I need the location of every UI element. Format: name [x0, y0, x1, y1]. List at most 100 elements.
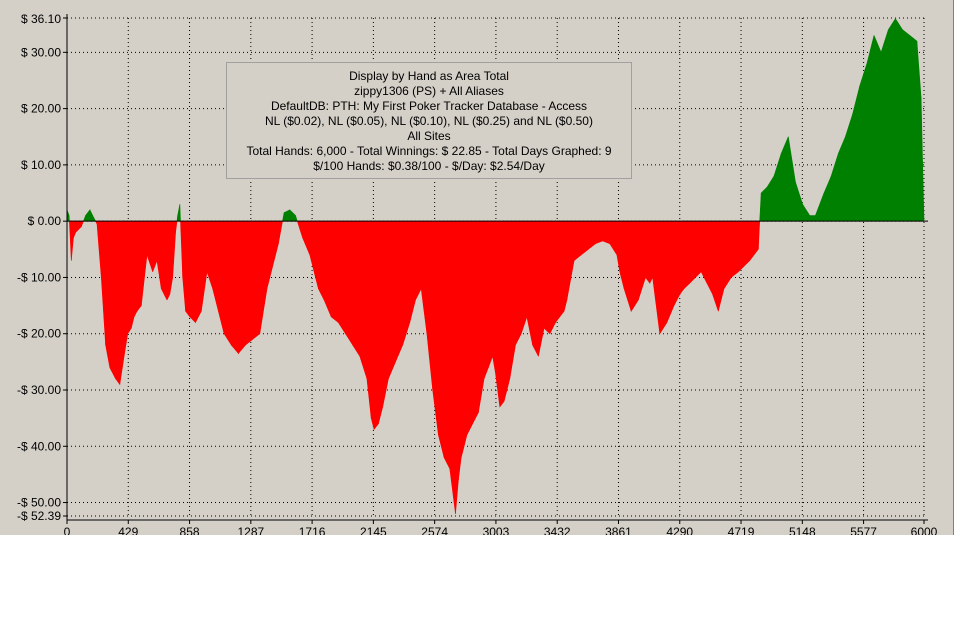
y-tick-label: -$ 20.00 — [17, 327, 61, 341]
area-negative-segment — [495, 220, 501, 407]
area-negative-segment — [382, 220, 389, 407]
area-positive-segment — [787, 136, 796, 222]
area-positive-segment — [845, 114, 853, 222]
area-negative-segment — [109, 220, 116, 379]
area-positive-segment — [837, 136, 846, 222]
area-negative-segment — [420, 220, 428, 334]
area-negative-segment — [520, 220, 528, 334]
area-negative-segment — [189, 220, 196, 324]
area-negative-segment — [706, 220, 713, 295]
info-line-rates: $/100 Hands: $0.38/100 - $/Day: $2.54/Da… — [313, 159, 545, 173]
area-negative-segment — [146, 220, 153, 272]
y-tick-label: -$ 10.00 — [17, 270, 61, 284]
x-tick-label: 6000 — [911, 525, 938, 535]
area-negative-segment — [395, 220, 404, 363]
area-negative-segment — [595, 220, 603, 245]
area-negative-segment — [549, 220, 556, 334]
area-negative-segment — [526, 220, 533, 346]
info-box: Display by Hand as Area Total zippy1306 … — [226, 62, 632, 179]
area-positive-segment — [916, 41, 922, 222]
area-positive-segment — [873, 35, 882, 222]
area-positive-segment — [795, 181, 803, 222]
x-tick-label: 2145 — [360, 525, 387, 535]
area-negative-segment — [101, 220, 106, 346]
area-negative-segment — [488, 220, 493, 368]
area-negative-segment — [252, 220, 261, 340]
area-negative-segment — [602, 220, 611, 245]
area-negative-segment — [119, 220, 125, 385]
area-negative-segment — [757, 220, 761, 250]
area-negative-segment — [218, 220, 225, 334]
area-negative-segment — [753, 220, 759, 256]
label-layer: $ 36.10 $ 30.00 $ 20.00 $ 10.00 $ 0.00 -$ 10.… — [17, 12, 938, 535]
area-positive-segment — [887, 17, 896, 222]
area-layer — [66, 17, 925, 514]
area-negative-segment — [156, 220, 162, 289]
area-positive-segment — [760, 186, 768, 222]
area-negative-segment — [131, 220, 135, 329]
area-negative-segment — [266, 220, 274, 289]
area-negative-segment — [499, 220, 505, 408]
area-negative-segment — [700, 220, 708, 284]
area-negative-segment — [402, 220, 411, 346]
y-tick-label: $ 36.10 — [21, 12, 61, 26]
area-positive-segment — [85, 209, 91, 222]
info-line-sites: All Sites — [407, 129, 451, 143]
area-negative-segment — [426, 220, 434, 391]
info-line-database: DefaultDB: PTH: My First Poker Tracker D… — [270, 99, 588, 113]
x-tick-label: 5148 — [789, 525, 816, 535]
area-negative-segment — [123, 220, 128, 357]
area-negative-segment — [105, 220, 111, 368]
area-negative-segment — [737, 220, 745, 273]
area-negative-segment — [458, 220, 462, 481]
area-negative-segment — [359, 220, 368, 379]
area-positive-segment — [815, 192, 825, 222]
x-tick-label: 3432 — [544, 525, 571, 535]
area-negative-segment — [172, 220, 176, 278]
area-positive-segment — [89, 209, 95, 222]
area-negative-segment — [378, 220, 384, 424]
area-negative-segment — [136, 220, 142, 313]
area-negative-segment — [352, 220, 361, 358]
area-negative-segment — [717, 220, 725, 312]
area-negative-segment — [449, 220, 456, 514]
area-negative-segment — [238, 220, 246, 355]
area-negative-segment — [330, 220, 339, 324]
area-negative-segment — [96, 220, 102, 278]
y-tick-label: -$ 30.00 — [17, 383, 61, 397]
area-negative-segment — [743, 220, 751, 267]
area-negative-segment — [345, 220, 354, 347]
area-negative-segment — [515, 220, 522, 346]
area-negative-segment — [81, 220, 84, 227]
area-positive-segment — [866, 35, 875, 222]
area-negative-segment — [169, 220, 173, 295]
area-negative-segment — [443, 220, 451, 469]
x-tick-label: 2574 — [421, 525, 448, 535]
area-negative-segment — [78, 220, 82, 231]
area-negative-segment — [201, 220, 208, 312]
y-tick-label: -$ 40.00 — [17, 439, 61, 453]
area-negative-segment — [509, 220, 516, 379]
chart-panel: $ 36.10 $ 30.00 $ 20.00 $ 10.00 $ 0.00 -$ 10.… — [0, 0, 954, 535]
x-tick-label: 429 — [118, 525, 138, 535]
area-positive-segment — [177, 204, 181, 222]
area-negative-segment — [587, 220, 596, 250]
x-tick-label: 1716 — [299, 525, 326, 535]
area-negative-segment — [438, 220, 445, 458]
y-tick-label: -$ 50.00 — [17, 496, 61, 510]
area-negative-segment — [73, 220, 76, 239]
area-positive-segment — [830, 153, 839, 222]
area-negative-segment — [492, 220, 496, 374]
area-negative-segment — [366, 220, 372, 419]
x-tick-label: 0 — [64, 525, 71, 535]
area-negative-segment — [712, 220, 719, 312]
area-positive-segment — [773, 153, 782, 222]
x-tick-label: 5577 — [850, 525, 877, 535]
area-negative-segment — [272, 220, 279, 267]
y-tick-label: $ 0.00 — [28, 214, 62, 228]
area-negative-segment — [679, 220, 685, 296]
area-negative-segment — [323, 220, 332, 317]
area-negative-segment — [673, 220, 681, 306]
area-negative-segment — [609, 220, 618, 256]
y-tick-label: $ 20.00 — [21, 102, 61, 116]
